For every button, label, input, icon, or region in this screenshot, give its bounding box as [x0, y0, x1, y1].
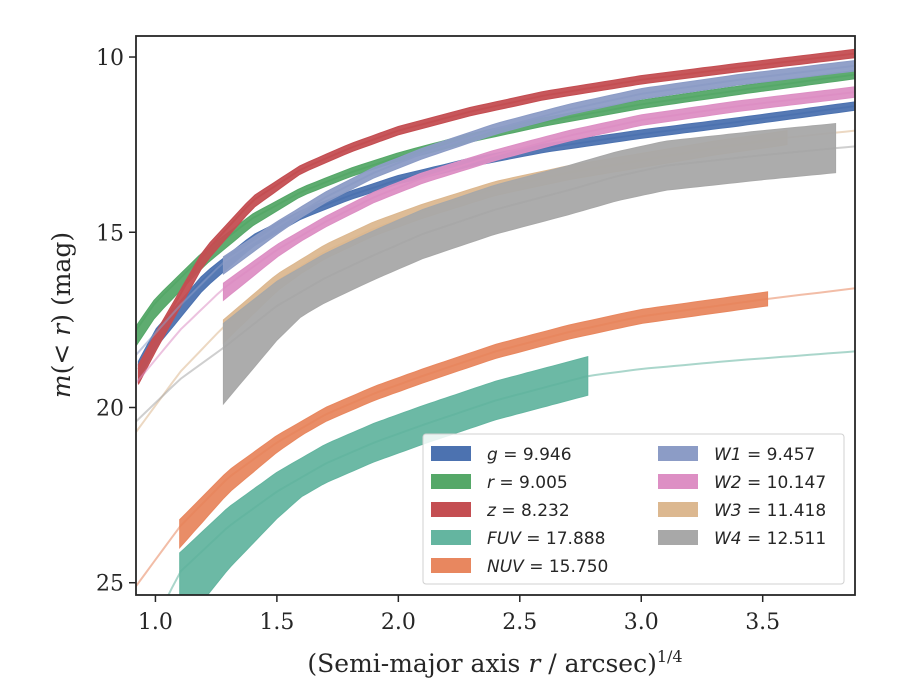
x-tick-label: 2.0: [381, 610, 416, 635]
legend-item-g: g = 9.946: [431, 445, 572, 465]
legend-label: NUV = 15.750: [487, 557, 608, 577]
legend-swatch: [658, 446, 698, 461]
x-axis-label: (Semi-major axis r / arcsec)1/4: [307, 647, 682, 678]
series-z: [137, 48, 855, 385]
legend-item-nuv: NUV = 15.750: [431, 557, 608, 577]
legend-item-w3: W3 = 11.418: [658, 501, 826, 521]
x-tick-label: 1.5: [259, 610, 294, 635]
series-w1-band: [222, 59, 855, 275]
legend-swatch: [431, 474, 471, 489]
legend-item-z: z = 8.232: [431, 501, 570, 521]
legend-label: W1 = 9.457: [714, 445, 815, 465]
legend-swatch: [431, 558, 471, 573]
x-tick-label: 1.0: [138, 610, 173, 635]
legend-label: r = 9.005: [487, 473, 568, 493]
y-axis-label: m(< r) (mag): [47, 232, 76, 398]
series-w2-band: [222, 86, 855, 302]
legend-item-w4: W4 = 12.511: [658, 529, 826, 549]
legend-label: FUV = 17.888: [487, 529, 605, 549]
legend-swatch: [658, 474, 698, 489]
series-z-line: [137, 52, 855, 370]
series-layer: [136, 48, 855, 595]
series-w2: [136, 86, 855, 384]
legend-swatch: [431, 446, 471, 461]
x-tick-label: 3.5: [745, 610, 780, 635]
series-z-band: [137, 48, 855, 385]
x-axis-ticks: 1.0 1.5 2.0 2.5 3.0 3.5: [138, 595, 780, 635]
y-tick-label: 15: [96, 221, 124, 246]
x-tick-label: 3.0: [624, 610, 659, 635]
legend-swatch: [431, 502, 471, 517]
series-nuv-band: [179, 291, 769, 550]
legend-label: W2 = 10.147: [714, 473, 826, 493]
legend-label: W4 = 12.511: [714, 529, 826, 549]
y-axis-ticks: 10 15 20 25: [96, 46, 136, 597]
legend-swatch: [658, 530, 698, 545]
series-fuv-band: [179, 356, 589, 595]
legend-item-fuv: FUV = 17.888: [431, 529, 605, 549]
series-fuv: [167, 350, 855, 595]
legend-label: z = 8.232: [486, 501, 570, 521]
legend-item-w1: W1 = 9.457: [658, 445, 815, 465]
legend: g = 9.946 r = 9.005 z = 8.232 FUV = 17.888 N…: [422, 433, 845, 585]
series-w1: [136, 59, 855, 356]
series-nuv-line: [179, 298, 768, 528]
series-w1-line: [222, 64, 855, 263]
legend-swatch: [658, 502, 698, 517]
series-w4-line: [222, 147, 836, 349]
legend-item-r: r = 9.005: [431, 473, 568, 493]
legend-label: g = 9.946: [487, 445, 572, 465]
series-w4-band: [222, 123, 837, 406]
series-fuv-line: [179, 375, 589, 573]
legend-item-w2: W2 = 10.147: [658, 473, 826, 493]
series-w4: [136, 123, 855, 423]
x-tick-label: 2.5: [502, 610, 537, 635]
legend-swatch: [431, 530, 471, 545]
y-tick-label: 25: [96, 572, 124, 597]
plot-frame: [135, 35, 856, 596]
legend-label: W3 = 11.418: [714, 501, 826, 521]
y-tick-label: 10: [96, 46, 124, 71]
series-w2-line: [222, 91, 855, 290]
y-tick-label: 20: [96, 396, 124, 421]
series-nuv: [136, 287, 855, 587]
